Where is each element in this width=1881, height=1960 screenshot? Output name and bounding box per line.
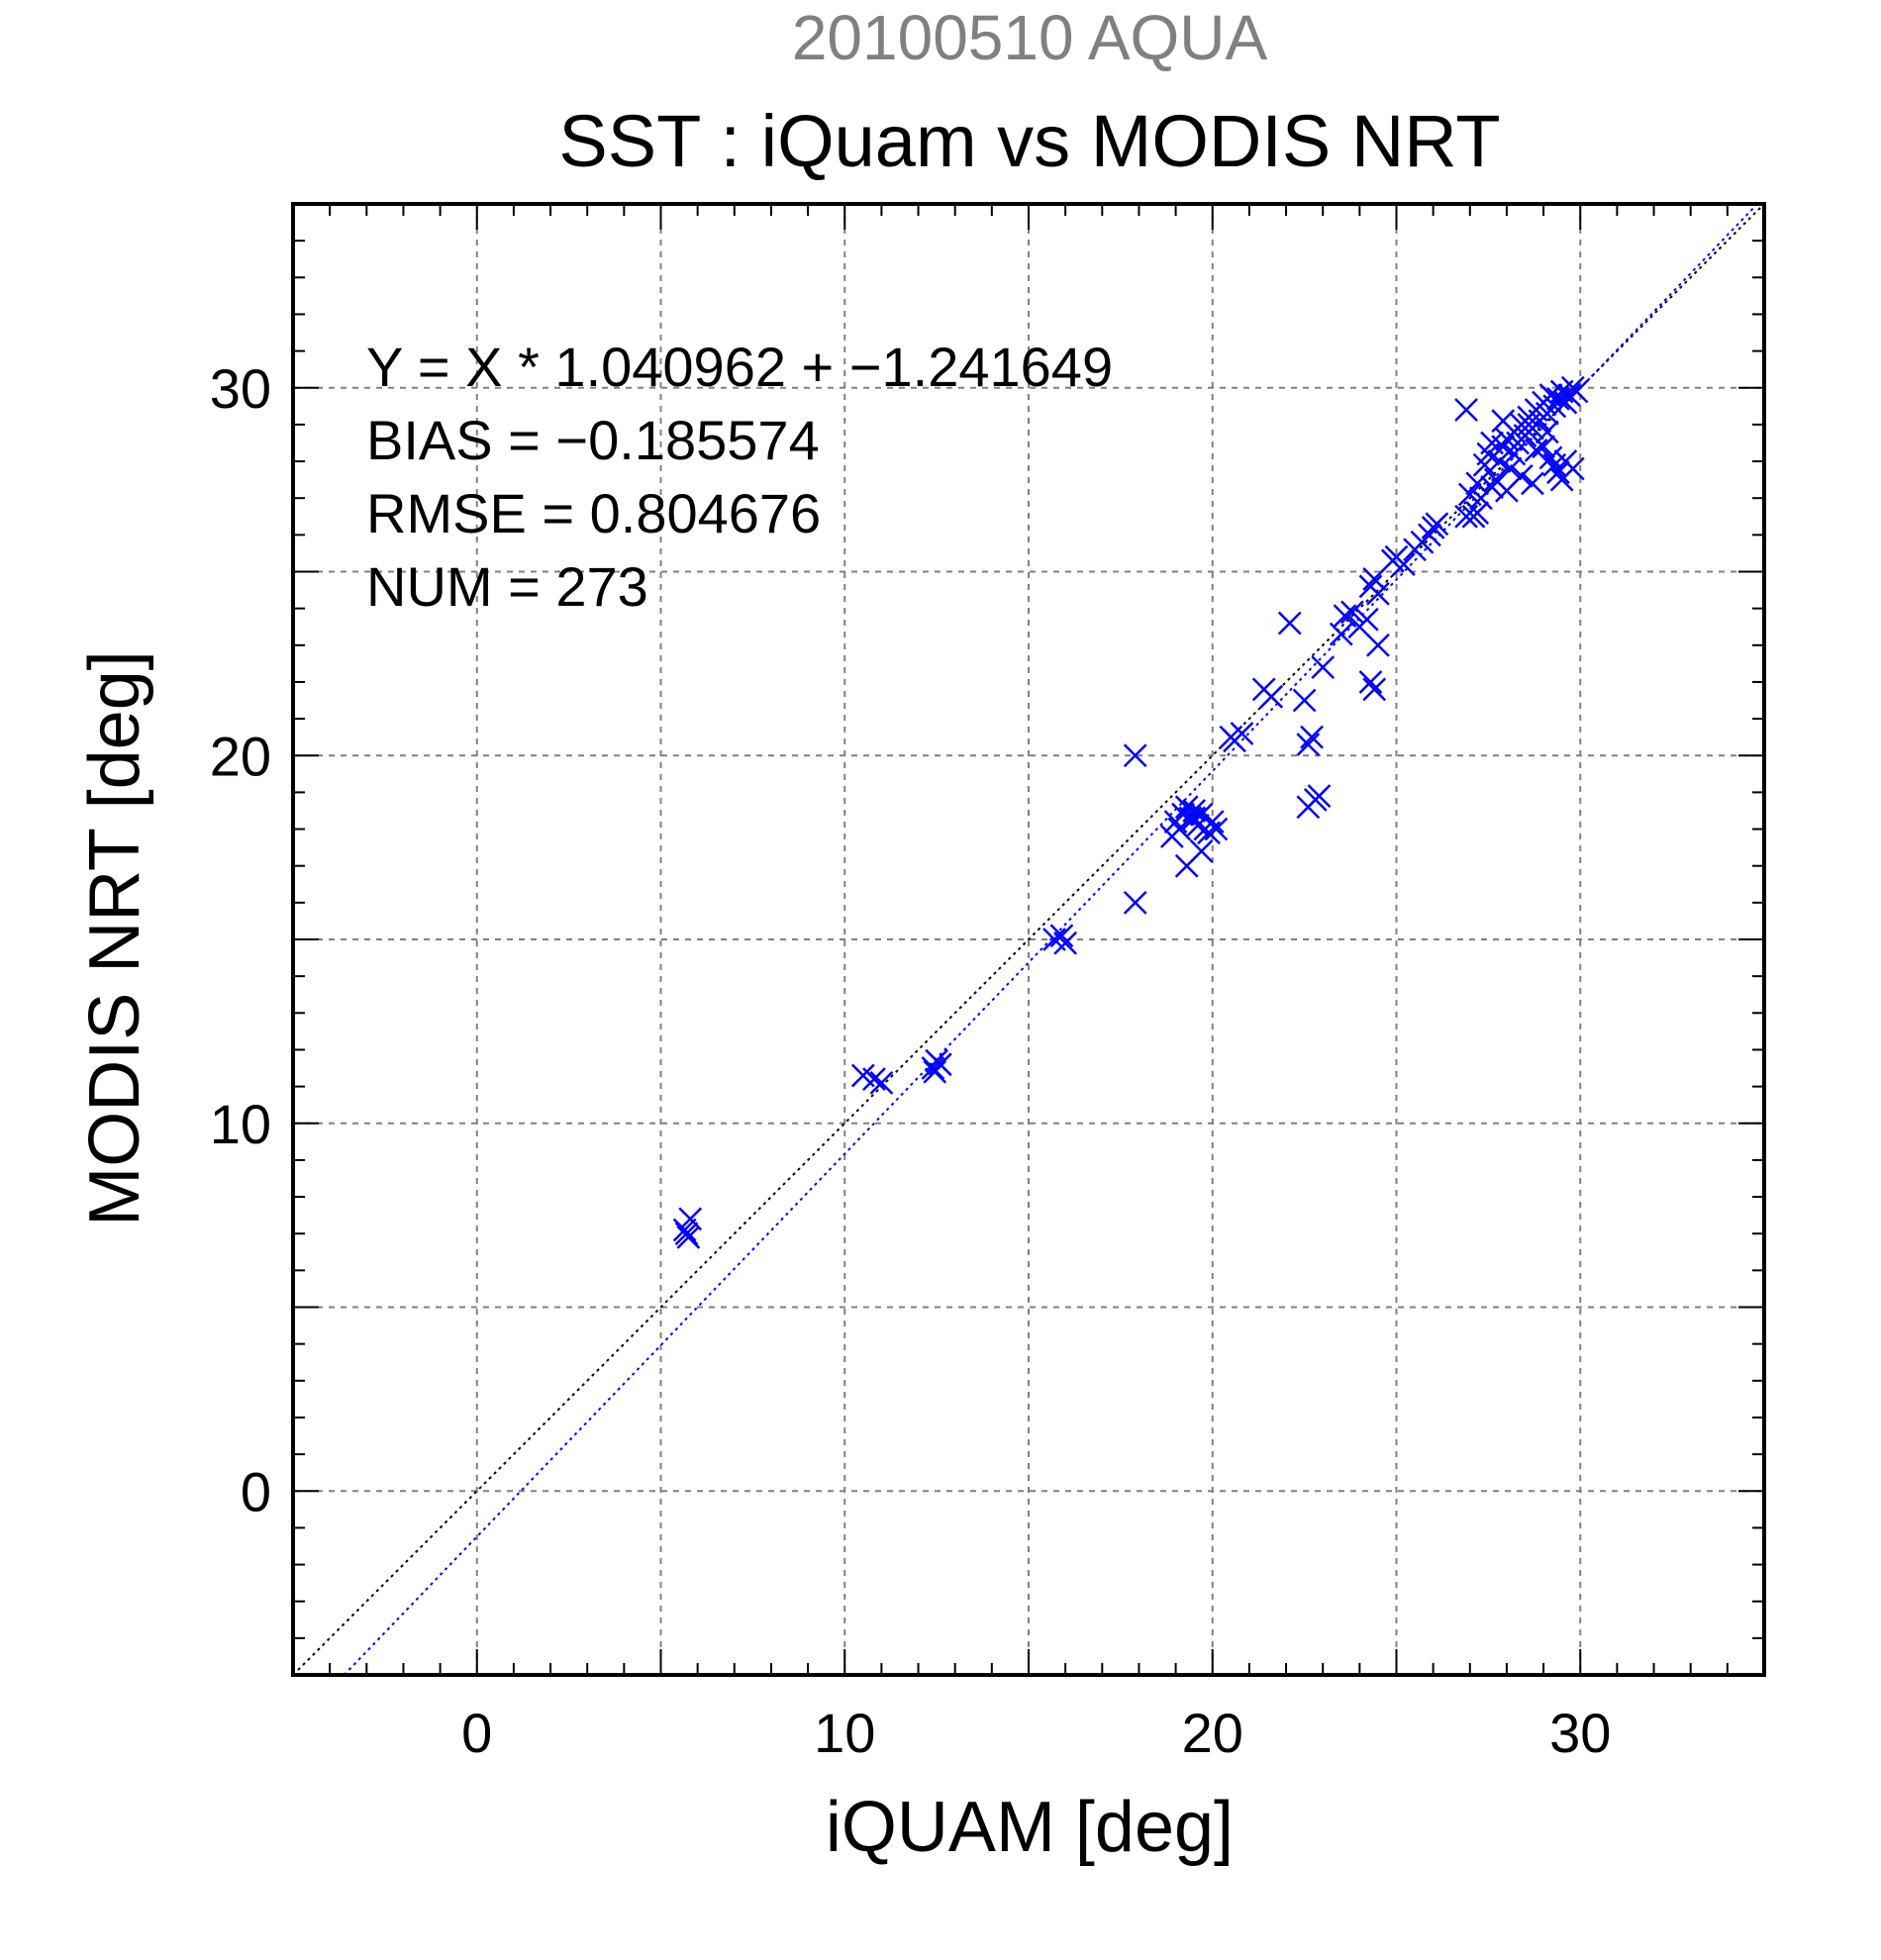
data-point: [1487, 449, 1512, 473]
data-point: [862, 1067, 886, 1092]
data-point: [1123, 890, 1147, 915]
data-point: [1200, 810, 1225, 834]
data-point: [1307, 784, 1332, 808]
grid-lines: [293, 204, 1764, 1675]
data-point: [1362, 567, 1387, 591]
data-point: [1521, 471, 1544, 496]
data-point: [1538, 445, 1563, 470]
data-point: [1524, 439, 1548, 462]
data-point: [1182, 799, 1207, 823]
annotation-equation: Y = X * 1.040962 + −1.241649: [366, 336, 1113, 398]
data-point: [1549, 467, 1574, 492]
data-point: [1392, 552, 1416, 576]
data-point: [1053, 931, 1078, 955]
data-point: [1454, 398, 1478, 422]
data-point: [1189, 838, 1214, 863]
data-point: [1542, 452, 1567, 477]
data-point: [1564, 379, 1589, 404]
data-point: [1182, 806, 1207, 831]
y-tick-label: 30: [210, 357, 271, 420]
annotation-rmse: RMSE = 0.804676: [366, 482, 821, 544]
data-point: [1277, 611, 1302, 636]
data-point: [1534, 420, 1559, 444]
data-point: [1230, 722, 1254, 745]
data-point: [921, 1056, 945, 1080]
data-point: [1329, 622, 1353, 646]
x-tick-label: 10: [814, 1702, 875, 1764]
data-point: [1425, 512, 1449, 537]
y-axis-label: MODIS NRT [deg]: [75, 650, 154, 1226]
data-point: [676, 1225, 701, 1249]
x-tick-label: 0: [461, 1702, 492, 1764]
data-point: [1189, 802, 1214, 827]
data-point: [1480, 475, 1504, 499]
data-point: [1340, 600, 1364, 625]
data-point: [1049, 924, 1074, 948]
data-point: [869, 1071, 894, 1095]
annotation-bias: BIAS = −0.185574: [366, 409, 820, 471]
data-point: [1495, 478, 1519, 503]
data-point: [1296, 733, 1321, 756]
y-tick-labels: 0 10 20 30: [210, 357, 271, 1523]
data-point: [1362, 677, 1387, 702]
data-points: [672, 375, 1589, 1249]
plot-frame: [291, 202, 1766, 1677]
data-point: [1418, 523, 1441, 547]
data-point: [1333, 604, 1357, 628]
data-point: [923, 1059, 947, 1084]
annotation-num: NUM = 273: [366, 555, 648, 618]
data-point: [1292, 688, 1317, 713]
x-tick-label: 30: [1549, 1702, 1611, 1764]
data-point: [1480, 431, 1504, 455]
chart-subtitle: 20100510 AQUA: [792, 2, 1268, 73]
data-point: [678, 1207, 703, 1231]
y-tick-label: 20: [210, 725, 271, 787]
data-point: [672, 1218, 697, 1242]
data-point: [1358, 670, 1383, 694]
data-point: [1502, 441, 1527, 466]
data-point: [1491, 409, 1516, 434]
data-point: [1354, 607, 1379, 632]
x-tick-label: 20: [1182, 1702, 1243, 1764]
data-point: [1465, 501, 1490, 525]
regression-fit-line: [343, 203, 1758, 1676]
data-point: [1517, 413, 1541, 437]
data-point: [1311, 655, 1336, 679]
y-tick-label: 0: [241, 1460, 271, 1522]
x-axis-label: iQUAM [deg]: [826, 1788, 1234, 1867]
data-point: [1498, 456, 1523, 481]
data-point: [1532, 435, 1555, 459]
data-point: [1465, 471, 1490, 496]
data-point: [1366, 581, 1390, 606]
data-point: [1366, 633, 1390, 657]
data-point: [1557, 383, 1581, 408]
data-point: [674, 1222, 699, 1246]
data-point: [1174, 795, 1199, 820]
chart-title: SST : iQuam vs MODIS NRT: [558, 100, 1500, 182]
data-point: [1123, 743, 1147, 768]
data-point: [1259, 684, 1284, 709]
y-tick-label: 10: [210, 1093, 271, 1155]
data-point: [1300, 725, 1324, 749]
x-tick-labels: 0 10 20 30: [461, 1702, 1611, 1764]
data-point: [1546, 460, 1570, 485]
